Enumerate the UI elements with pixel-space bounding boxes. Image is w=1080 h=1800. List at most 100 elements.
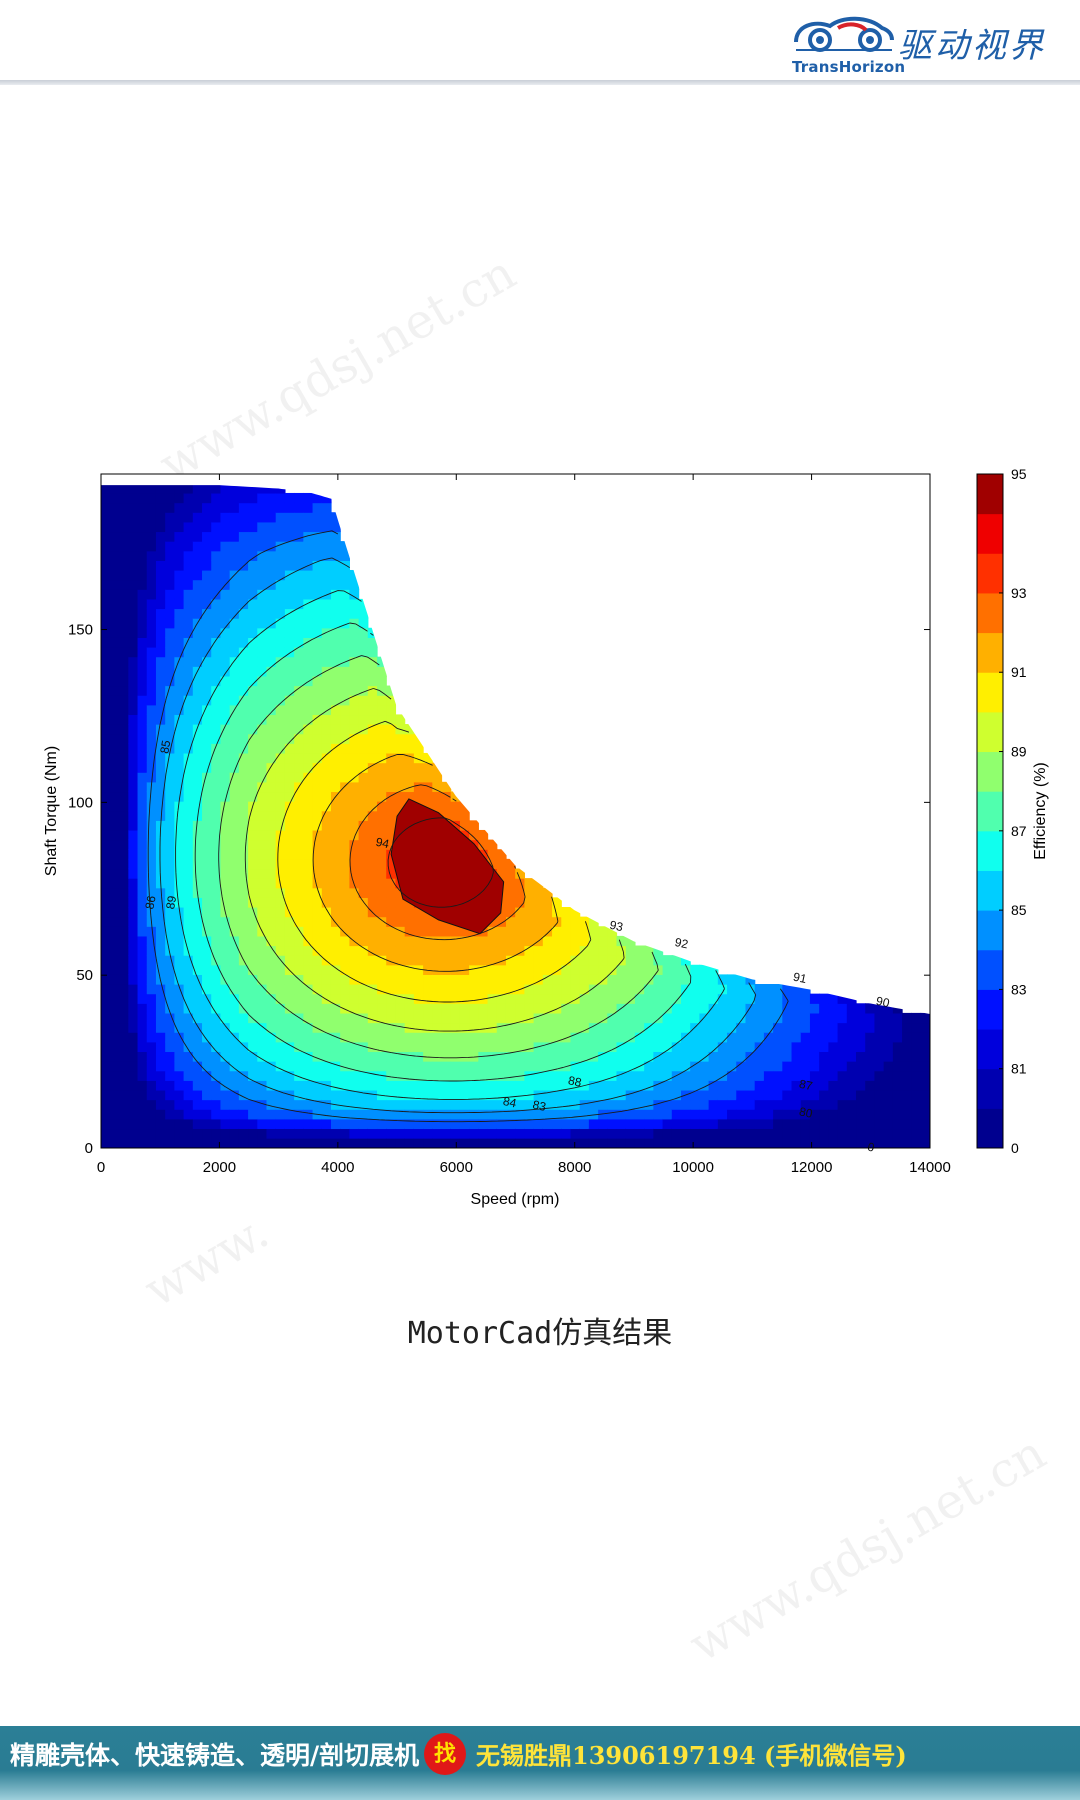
efficiency-cell [202, 589, 212, 600]
efficiency-cell [552, 906, 562, 918]
efficiency-cell [413, 1022, 424, 1033]
efficiency-cell [671, 1080, 682, 1091]
efficiency-cell [561, 1032, 572, 1043]
efficiency-cell [542, 1089, 553, 1101]
efficiency-cell [367, 887, 378, 898]
efficiency-cell [717, 974, 728, 985]
efficiency-cell [174, 560, 185, 571]
efficiency-cell [469, 993, 479, 1004]
efficiency-cell [202, 791, 212, 802]
efficiency-cell [165, 589, 175, 600]
efficiency-cell [294, 608, 304, 619]
efficiency-cell [459, 955, 470, 966]
efficiency-cell [395, 752, 406, 764]
efficiency-cell [165, 1138, 175, 1148]
efficiency-cell [275, 1061, 286, 1072]
efficiency-cell [533, 1118, 544, 1130]
efficiency-cell [542, 1012, 553, 1024]
efficiency-cell [561, 993, 572, 1004]
efficiency-cell [101, 541, 111, 552]
efficiency-cell [266, 704, 277, 716]
efficiency-cell [321, 974, 332, 985]
efficiency-cell [165, 752, 175, 764]
efficiency-cell [109, 781, 120, 793]
efficiency-cell [109, 820, 120, 831]
efficiency-cell [137, 483, 148, 494]
efficiency-cell [146, 675, 157, 687]
efficiency-cell [284, 531, 295, 542]
efficiency-cell [109, 598, 120, 610]
efficiency-cell [487, 1012, 498, 1024]
efficiency-cell [266, 984, 277, 995]
efficiency-cell [202, 618, 212, 629]
efficiency-cell [229, 608, 240, 619]
efficiency-cell [101, 560, 111, 571]
footer-contact-text[interactable]: 无锡胜鼎13906197194 (手机微信号) [476, 1741, 907, 1770]
efficiency-cell [478, 974, 489, 985]
efficiency-cell [266, 897, 277, 908]
efficiency-cell [662, 1051, 673, 1062]
colorbar-segment [977, 830, 1003, 871]
efficiency-cell [183, 743, 194, 754]
efficiency-cell [294, 1041, 304, 1053]
efficiency-cell [119, 1012, 129, 1024]
efficiency-cell [321, 656, 332, 667]
efficiency-cell [119, 906, 129, 918]
efficiency-cell [561, 1118, 572, 1130]
efficiency-cell [413, 906, 424, 918]
efficiency-cell [542, 1138, 553, 1148]
efficiency-cell [487, 849, 498, 860]
efficiency-cell [284, 849, 295, 860]
y-tick-label: 50 [76, 967, 93, 984]
efficiency-cell [413, 1061, 424, 1072]
efficiency-cell [846, 1012, 857, 1024]
efficiency-cell [137, 1118, 148, 1130]
efficiency-cell [487, 1138, 498, 1148]
efficiency-cell [616, 984, 627, 995]
efficiency-cell [128, 656, 139, 667]
efficiency-cell [165, 521, 175, 533]
efficiency-cell [146, 733, 157, 744]
efficiency-cell [432, 926, 443, 937]
efficiency-cell [690, 974, 701, 985]
efficiency-cell [155, 887, 166, 898]
efficiency-cell [837, 1118, 848, 1130]
efficiency-cell [588, 926, 599, 937]
efficiency-cell [330, 1061, 341, 1072]
efficiency-cell [202, 627, 212, 638]
efficiency-cell [119, 521, 129, 533]
efficiency-cell [754, 1041, 765, 1053]
efficiency-cell [349, 647, 360, 658]
efficiency-cell [699, 1128, 710, 1139]
efficiency-cell [119, 868, 129, 879]
efficiency-cell [146, 666, 157, 677]
efficiency-cell [266, 1080, 277, 1091]
efficiency-cell [616, 1128, 627, 1139]
efficiency-cell [128, 1051, 139, 1062]
efficiency-cell [183, 1138, 194, 1148]
efficiency-cell [192, 993, 203, 1004]
efficiency-cell [846, 1089, 857, 1101]
efficiency-cell [598, 1089, 608, 1101]
efficiency-cell [266, 791, 277, 802]
efficiency-cell [911, 1012, 922, 1024]
efficiency-cell [763, 1003, 774, 1014]
efficiency-cell [321, 791, 332, 802]
efficiency-cell [469, 829, 479, 841]
efficiency-cell [238, 1032, 249, 1043]
efficiency-cell [192, 1138, 203, 1148]
efficiency-cell [146, 791, 157, 802]
efficiency-cell [257, 1138, 268, 1148]
efficiency-cell [469, 820, 479, 831]
efficiency-cell [137, 531, 148, 542]
efficiency-cell [321, 1012, 332, 1024]
efficiency-cell [266, 695, 277, 706]
x-tick-label: 14000 [909, 1159, 951, 1176]
transhorizon-logo[interactable]: TransHorizon 驱动视界 [790, 8, 1070, 76]
efficiency-cell [146, 1051, 157, 1062]
efficiency-cell [183, 820, 194, 831]
efficiency-cell [865, 1022, 876, 1033]
efficiency-cell [367, 627, 378, 638]
efficiency-cell [119, 656, 129, 667]
efficiency-cell [303, 926, 314, 937]
